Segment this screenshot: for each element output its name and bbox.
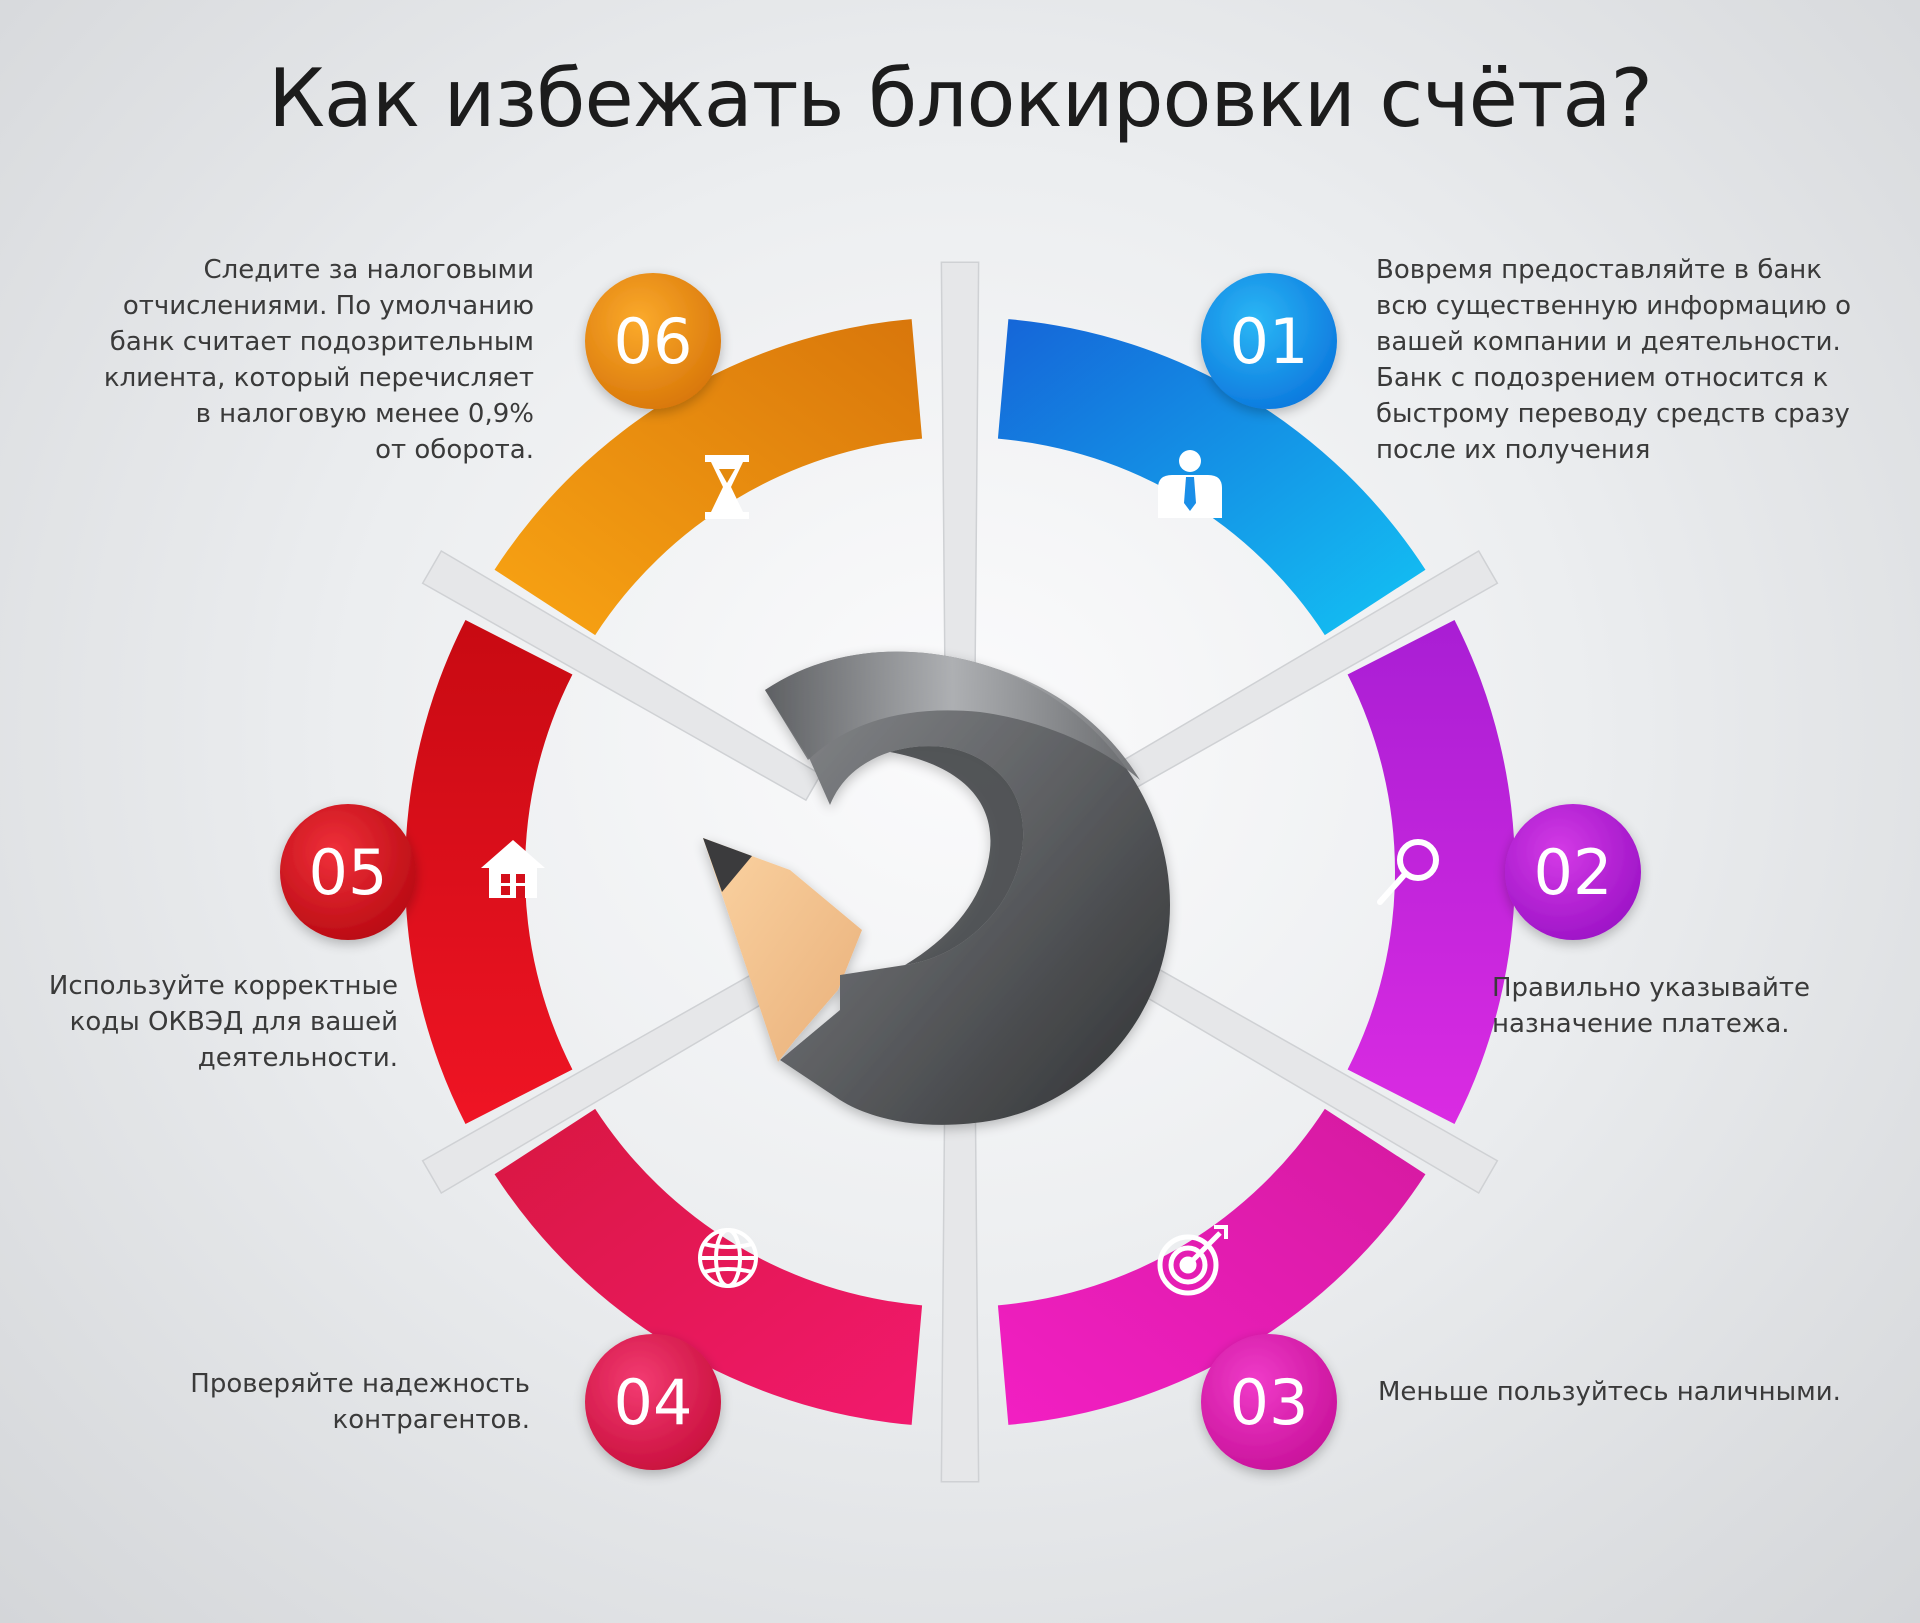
target-icon [1157,1225,1228,1296]
spiral-body [765,651,1170,1125]
step-number-03: 03 [1230,1366,1309,1439]
house-icon [481,840,545,898]
pencil-graphite [703,838,752,892]
step-badge-circle-03 [1201,1334,1337,1470]
center-pencil-spiral [703,651,1170,1125]
step-01-description: Вовремя предоставляйте в банк всю сущест… [1376,255,1851,465]
spiral-top [765,651,1140,780]
step-icons [481,450,1439,1296]
hourglass-icon [705,455,749,519]
page-title: Как избежать блокировки счёта? [268,52,1653,145]
step-number-01: 01 [1230,305,1309,378]
step-number-05: 05 [309,836,388,909]
step-badge-circle-06 [585,273,721,409]
step-05-description: Используйте корректные коды ОКВЭД для ва… [48,971,398,1073]
step-02-description: Правильно указывайте назначение платежа. [1492,973,1810,1039]
pencil-wood [703,838,862,1062]
step-number-04: 04 [614,1366,693,1439]
step-number-circles: 01 02 03 04 05 06 [280,273,1641,1470]
step-04-description: Проверяйте надежность контрагентов. [190,1369,530,1435]
ring-segment-04 [494,1108,923,1425]
step-badge-04: 04 [585,1334,721,1470]
ring-segment-05 [404,620,573,1124]
step-badge-circle-04 [585,1334,721,1470]
ring-segment-06 [494,319,923,636]
spiral-inner [890,746,1024,965]
step-03-description: Меньше пользуйтесь наличными. [1378,1377,1841,1407]
ring-segment-03 [997,1108,1426,1425]
step-badge-circle-02 [1505,804,1641,940]
step-badge-02: 02 [1505,804,1641,940]
step-badge-circle-01 [1201,273,1337,409]
globe-icon [698,1228,758,1288]
step-badge-06: 06 [585,273,721,409]
step-06-description: Следите за налоговыми отчислениями. По у… [103,255,534,465]
separator-blade-1 [940,261,980,704]
step-badge-03: 03 [1201,1334,1337,1470]
step-number-02: 02 [1534,836,1613,909]
step-badge-circle-05 [280,804,416,940]
step-badge-01: 01 [1201,273,1337,409]
ring-separators [421,261,1499,1483]
businessman-icon [1158,450,1222,518]
step-badge-05: 05 [280,804,416,940]
magnifier-icon [1377,839,1439,905]
step-number-06: 06 [614,305,693,378]
